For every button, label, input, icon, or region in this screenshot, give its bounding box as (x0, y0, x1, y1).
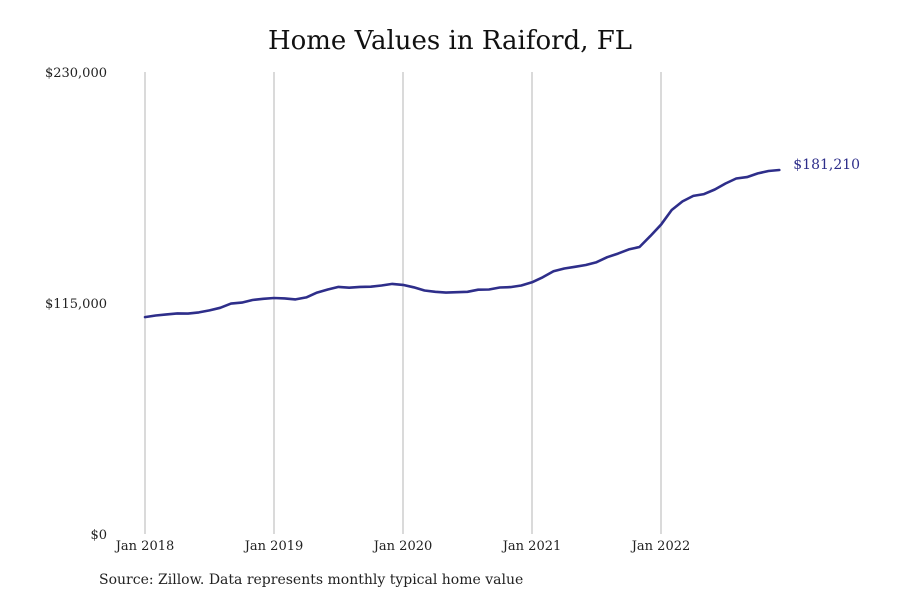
y-tick-label: $115,000 (45, 297, 107, 312)
chart-title: Home Values in Raiford, FL (267, 26, 633, 56)
source-note: Source: Zillow. Data represents monthly … (99, 572, 524, 588)
x-axis-tick-labels: Jan 2018 Jan 2019 Jan 2020 Jan 2021 Jan 2022 (114, 539, 691, 554)
x-tick-label: Jan 2018 (114, 539, 175, 554)
y-axis-tick-labels: $0 $115,000 $230,000 (45, 66, 107, 543)
x-tick-label: Jan 2019 (243, 539, 304, 554)
y-tick-label: $230,000 (45, 66, 107, 81)
x-tick-label: Jan 2022 (630, 539, 691, 554)
x-tick-label: Jan 2021 (501, 539, 562, 554)
end-value-label: $181,210 (793, 157, 860, 173)
series-line-0 (143, 168, 781, 319)
vertical-gridlines (144, 72, 662, 534)
series-layer: $181,210 (143, 157, 860, 319)
x-tick-label: Jan 2020 (372, 539, 433, 554)
y-tick-label: $0 (90, 528, 107, 543)
